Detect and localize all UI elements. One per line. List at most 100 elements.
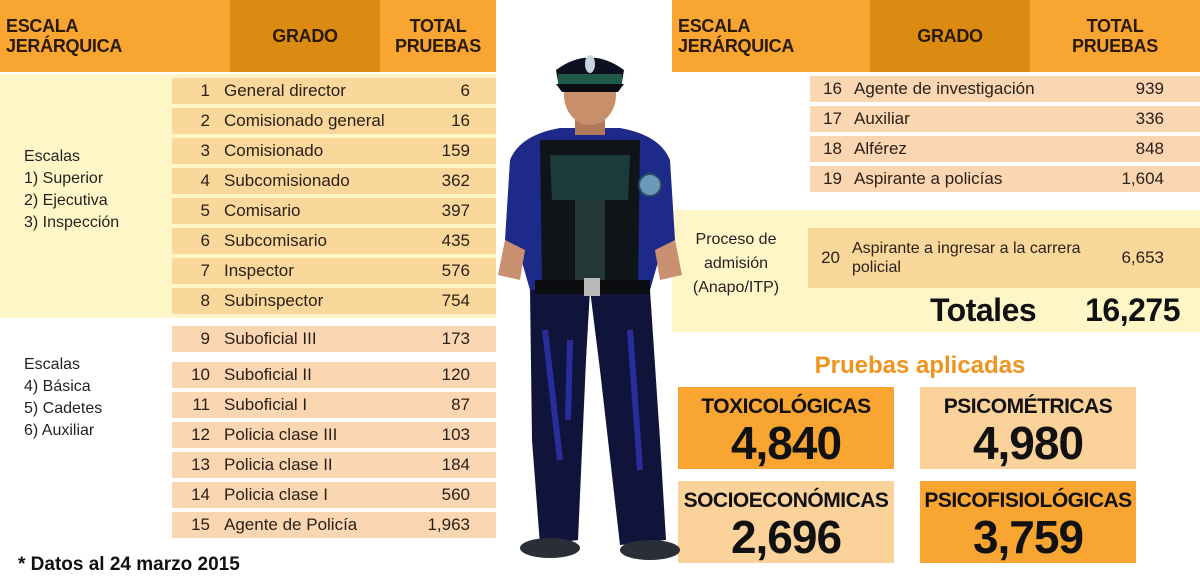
totals: Totales 16,275 [930,292,1180,329]
table-row: 16 Agente de investigación 939 [810,76,1200,102]
row-grado: Policia clase III [224,425,338,444]
row-total: 6,653 [1121,248,1164,267]
row-number: 18 [823,139,842,158]
table-row: 5 Comisario 397 [172,198,496,224]
row-total: 6 [460,81,470,100]
row-number: 7 [200,261,210,280]
row-number: 6 [200,231,210,250]
stat-value: 4,840 [730,417,842,469]
row-number: 1 [200,81,210,100]
row-number: 16 [823,79,842,98]
row-grado: Subinspector [224,291,324,310]
stat-value: 4,980 [972,417,1084,469]
stat-label: TOXICOLÓGICAS [701,395,871,418]
admission-process-label: Proceso de admisión (Anapo/ITP) [692,231,780,296]
table-row: 4 Subcomisionado 362 [172,168,496,194]
police-officer-illustration [498,55,682,560]
table-row: 17 Auxiliar 336 [810,106,1200,132]
row-grado: Inspector [224,261,294,280]
stat-label: PSICOFISIOLÓGICAS [924,489,1132,512]
row-grado: Suboficial I [224,395,308,414]
row-number: 3 [200,141,210,160]
table-row: 19 Aspirante a policías 1,604 [810,166,1200,192]
row-number: 11 [192,395,210,414]
table-row: 9 Suboficial III 173 [172,326,496,352]
row-total: 848 [1135,139,1164,158]
table-row: 6 Subcomisario 435 [172,228,496,254]
table-row: 14 Policia clase I 560 [172,482,496,508]
row-total: 754 [441,291,470,310]
right-table-header: ESCALA JERÁRQUICA GRADO TOTAL PRUEBAS [672,0,1200,72]
row-total: 560 [441,485,470,504]
row-grado: Policia clase II [224,455,333,474]
row-total: 87 [451,395,470,414]
row-grado: Aspirante a policías [854,169,1003,188]
header-escala: ESCALA JERÁRQUICA [678,16,795,56]
row-total: 362 [441,171,470,190]
footnote: * Datos al 24 marzo 2015 [18,554,240,575]
row-number: 5 [200,201,210,220]
stat-label: SOCIOECONÓMICAS [683,489,889,512]
tests-applied-title: Pruebas aplicadas [814,352,1026,379]
stat-label: PSICOMÉTRICAS [943,395,1113,418]
row-total: 120 [441,365,470,384]
table-row: 1 General director 6 [172,78,496,104]
row-grado: Comisionado general [224,111,385,130]
row-total: 103 [441,425,470,444]
row-grado: General director [224,81,346,100]
row-number: 20 [821,248,840,267]
row-total: 336 [1135,109,1164,128]
row-number: 12 [191,425,210,444]
totals-label: Totales [930,292,1037,328]
row-grado: Subcomisario [224,231,327,250]
row-number: 19 [823,169,842,188]
row-total: 173 [441,329,470,348]
row-grado: Alférez [854,139,907,158]
row-total: 435 [441,231,470,250]
header-escala: ESCALA JERÁRQUICA [6,16,123,56]
stat-value: 3,759 [972,511,1084,563]
row-grado: Agente de Policía [224,515,358,534]
table-row: 7 Inspector 576 [172,258,496,284]
row-grado: Comisario [224,201,301,220]
row-grado: Comisionado [224,141,324,160]
row-number: 10 [191,365,210,384]
row-grado: Auxiliar [854,109,910,128]
table-row: 15 Agente de Policía 1,963 [172,512,496,538]
table-row: 8 Subinspector 754 [172,288,496,314]
table-row: 18 Alférez 848 [810,136,1200,162]
row-total: 397 [441,201,470,220]
header-grado: GRADO [230,0,380,72]
row-total: 576 [441,261,470,280]
scale-group-label-superior: Escalas 1) Superior 2) Ejecutiva 3) Insp… [24,148,120,231]
header-total: TOTAL PRUEBAS [395,16,481,56]
header-total: TOTAL PRUEBAS [1072,16,1158,56]
row-grado: Agente de investigación [854,79,1035,98]
table-row: 20 Aspirante a ingresar a la carrera pol… [808,228,1200,288]
row-number: 14 [191,485,210,504]
row-number: 9 [200,329,210,348]
row-total: 159 [441,141,470,160]
scale-group-label-basica: Escalas 4) Básica 5) Cadetes 6) Auxiliar [24,356,103,439]
totals-value: 16,275 [1085,292,1180,328]
stat-socioeconomicas: SOCIOECONÓMICAS 2,696 [678,481,894,563]
stat-toxicologicas: TOXICOLÓGICAS 4,840 [678,387,894,469]
stat-psicometricas: PSICOMÉTRICAS 4,980 [920,387,1136,469]
table-row: 11 Suboficial I 87 [172,392,496,418]
table-row: 13 Policia clase II 184 [172,452,496,478]
table-row: 2 Comisionado general 16 [172,108,496,134]
row-grado: Suboficial II [224,365,312,384]
stat-value: 2,696 [730,511,842,563]
row-number: 2 [200,111,210,130]
row-number: 4 [200,171,210,190]
row-total: 1,604 [1121,169,1164,188]
row-total: 184 [441,455,470,474]
table-row: 10 Suboficial II 120 [172,362,496,388]
table-row: 12 Policia clase III 103 [172,422,496,448]
row-total: 939 [1135,79,1164,98]
row-number: 15 [191,515,210,534]
row-grado: Aspirante a ingresar a la carrera polici… [852,240,1081,276]
stat-psicofisiologicas: PSICOFISIOLÓGICAS 3,759 [920,481,1136,563]
row-total: 1,963 [427,515,470,534]
header-grado: GRADO [870,0,1030,72]
